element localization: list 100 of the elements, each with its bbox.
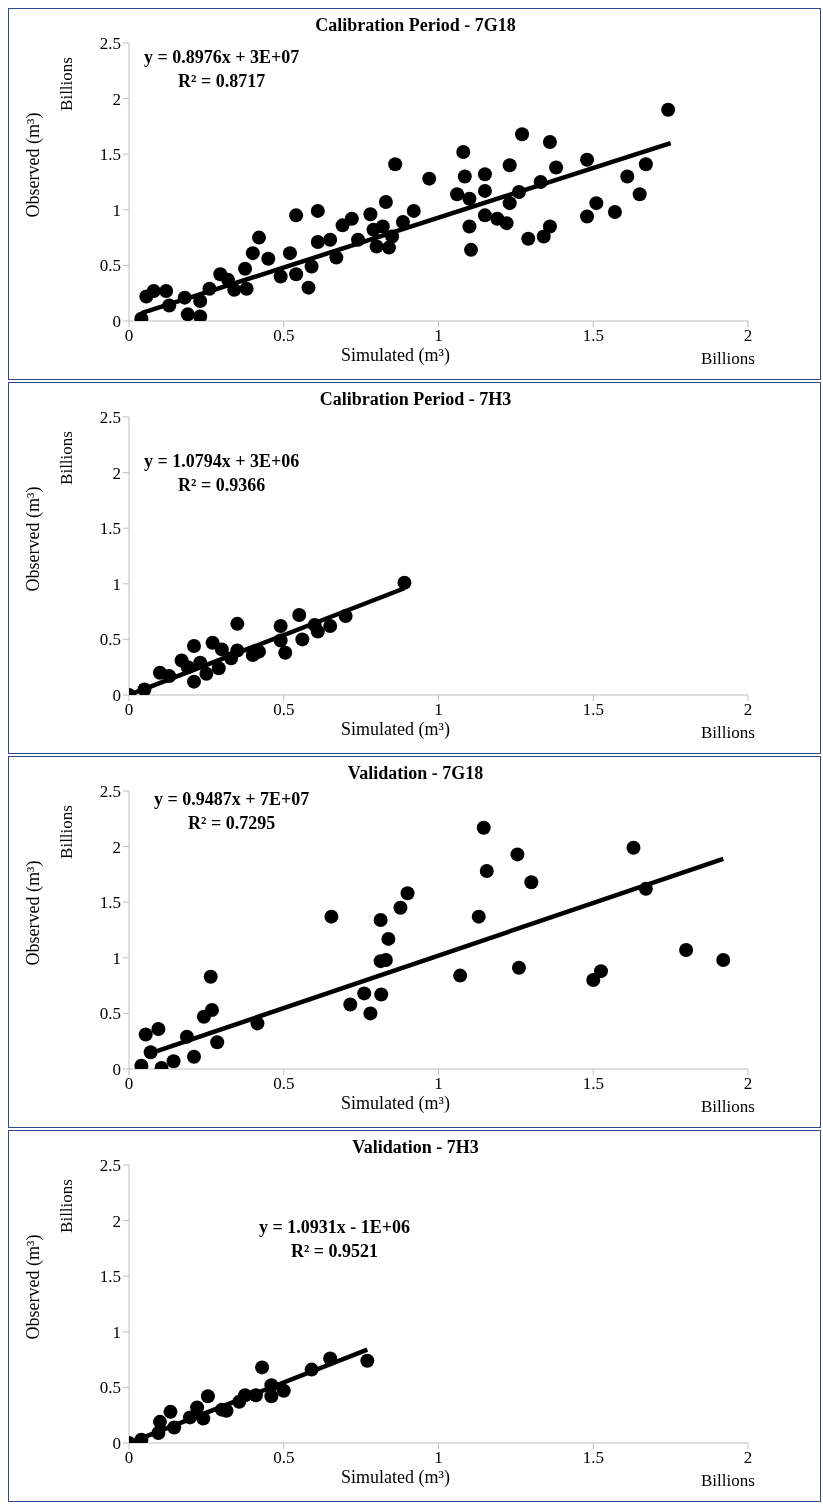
point: [187, 639, 201, 654]
y-tick-label: 1: [112, 574, 121, 594]
point: [276, 1383, 291, 1398]
point: [363, 1006, 378, 1021]
y-tick-label: 1.5: [99, 893, 121, 913]
x-tick-label: 1: [434, 700, 443, 720]
point: [143, 1045, 158, 1060]
text: Billions: [57, 1179, 77, 1233]
y-tick-label: 0: [112, 686, 121, 706]
y-tick-label: 0: [112, 1434, 121, 1454]
point: [524, 875, 539, 890]
annotation: y = 0.9487x + 7E+07: [154, 788, 310, 811]
chart-title: Validation - 7H3: [351, 1137, 480, 1158]
text: Billions: [57, 57, 77, 111]
point: [626, 840, 641, 855]
text: Billions: [57, 805, 77, 859]
x-axis-title: Simulated (m³): [341, 345, 450, 365]
x-tick-label: 2: [743, 1074, 753, 1094]
text: Billions: [701, 1097, 755, 1117]
point: [360, 1353, 375, 1368]
y-tick-label: 0.5: [99, 1004, 121, 1024]
x-axis-title: Simulated (m³): [341, 719, 450, 739]
x-tick-label: 1: [434, 1448, 443, 1468]
point: [679, 943, 694, 958]
y-tick-label: 1: [112, 200, 121, 220]
point: [187, 1049, 201, 1064]
y-tick-label: 1.5: [99, 145, 121, 165]
x-tick-label: 0.5: [273, 1074, 295, 1094]
point: [211, 661, 226, 676]
point: [476, 820, 491, 835]
point: [593, 964, 608, 979]
x-tick-label: 0.5: [273, 700, 295, 720]
point: [324, 909, 339, 924]
point: [511, 960, 526, 975]
x-tick-label: 1.5: [582, 326, 604, 346]
point: [453, 968, 468, 983]
point: [471, 909, 486, 924]
y-axis-title: Observed (m³): [22, 112, 44, 218]
chart-title: Validation - 7G18: [346, 763, 485, 784]
point: [210, 1035, 225, 1050]
y-tick-label: 1.5: [99, 1267, 121, 1287]
annotation: R² = 0.7295: [187, 812, 277, 835]
y-tick-label: 2: [112, 463, 121, 483]
annotation: R² = 0.8717: [177, 70, 267, 93]
y-tick-label: 2.5: [99, 34, 121, 54]
x-tick-label: 2: [743, 700, 753, 720]
point: [190, 1400, 205, 1415]
point: [278, 645, 293, 660]
y-tick-label: 0: [112, 1060, 121, 1080]
text: Billions: [701, 349, 755, 369]
point: [343, 997, 358, 1012]
chart-title: Calibration Period - 7G18: [314, 15, 517, 36]
y-tick-label: 0: [112, 312, 121, 332]
y-tick-label: 2: [112, 89, 121, 109]
point: [295, 632, 310, 647]
x-tick-label: 2: [743, 1448, 753, 1468]
point: [510, 847, 525, 862]
x-tick-label: 0.5: [273, 1448, 295, 1468]
point: [397, 575, 412, 590]
point: [203, 969, 218, 984]
x-tick-label: 1.5: [582, 1074, 604, 1094]
point: [400, 886, 415, 901]
x-tick-label: 1: [434, 1074, 443, 1094]
y-tick-label: 0.5: [99, 1378, 121, 1398]
point: [163, 1404, 178, 1419]
y-axis-title: Observed (m³): [22, 860, 44, 966]
point: [393, 900, 408, 915]
x-tick-label: 1: [434, 326, 443, 346]
point: [196, 1009, 211, 1024]
point: [199, 666, 214, 681]
y-tick-label: 1: [112, 1322, 121, 1342]
y-tick-label: 1.5: [99, 519, 121, 539]
point: [310, 624, 325, 639]
point: [230, 616, 245, 631]
point: [255, 1360, 270, 1375]
point: [273, 619, 288, 634]
x-tick-label: 1.5: [582, 700, 604, 720]
y-tick-label: 0.5: [99, 256, 121, 276]
point: [357, 986, 372, 1001]
annotation: R² = 0.9366: [177, 474, 267, 497]
x-tick-label: 0.5: [273, 326, 295, 346]
point: [586, 973, 601, 988]
y-tick-label: 0.5: [99, 630, 121, 650]
point: [716, 953, 731, 968]
annotation: y = 1.0794x + 3E+06: [144, 450, 300, 473]
x-axis-title: Simulated (m³): [341, 1467, 450, 1487]
point: [151, 1021, 166, 1036]
x-tick-label: 2: [743, 326, 753, 346]
annotation: y = 0.8976x + 3E+07: [144, 46, 300, 69]
annotation: R² = 0.9521: [289, 1240, 380, 1263]
x-axis-title: Simulated (m³): [341, 1093, 450, 1113]
point: [373, 912, 388, 927]
point: [187, 674, 201, 689]
point: [214, 642, 229, 657]
point: [381, 931, 396, 946]
point: [264, 1389, 279, 1404]
point: [292, 607, 307, 622]
y-tick-label: 2.5: [99, 1156, 121, 1176]
y-axis-title: Observed (m³): [22, 486, 44, 592]
chart-title: Calibration Period - 7H3: [318, 389, 513, 410]
